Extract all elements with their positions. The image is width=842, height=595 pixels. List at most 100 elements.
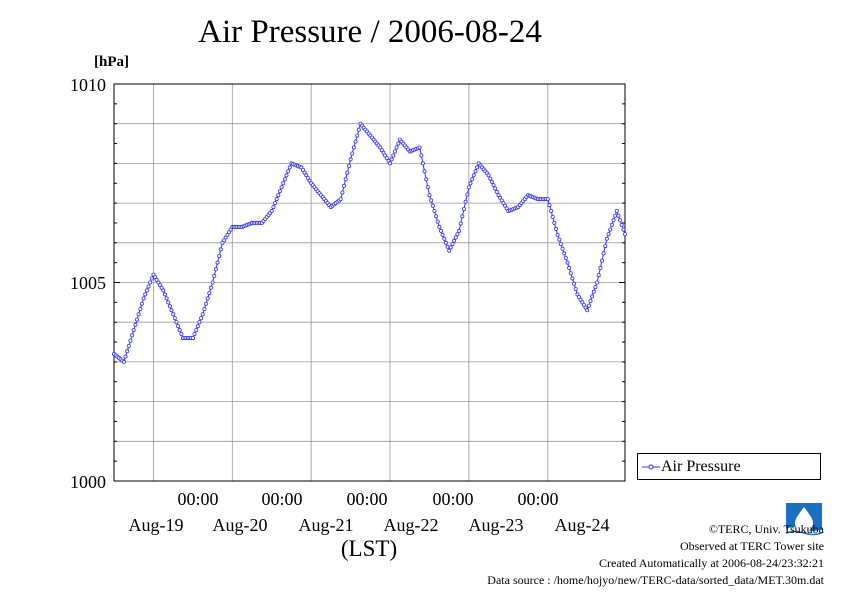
data-point (205, 296, 210, 301)
data-point (190, 336, 195, 341)
data-point (192, 332, 197, 337)
data-point (498, 195, 503, 200)
data-point (618, 218, 623, 223)
data-point (591, 289, 596, 294)
data-point (445, 244, 450, 249)
x-date-aug-24: Aug-24 (554, 515, 610, 535)
data-point (435, 219, 440, 224)
data-point (217, 253, 222, 258)
data-point (171, 312, 176, 317)
data-point (547, 203, 552, 208)
data-point (554, 226, 559, 231)
data-point (448, 245, 453, 250)
data-point (136, 312, 141, 317)
data-point (133, 322, 138, 327)
data-point (287, 165, 292, 170)
data-point (598, 265, 603, 270)
data-point (557, 237, 562, 242)
data-point (461, 207, 466, 212)
data-point (164, 296, 169, 301)
data-point (281, 181, 286, 186)
data-point (195, 324, 200, 329)
x-tick-time-1: 00:00 (177, 489, 219, 509)
data-point (573, 287, 578, 292)
data-point (424, 177, 429, 182)
data-point (621, 227, 626, 232)
data-point (161, 288, 166, 293)
footer-observed: Observed at TERC Tower site (679, 539, 824, 553)
data-point (396, 141, 401, 146)
data-point (139, 301, 144, 306)
x-tick-time-4: 00:00 (432, 489, 474, 509)
legend: Air Pressure (637, 453, 821, 480)
data-point (197, 320, 202, 325)
x-date-aug-20: Aug-20 (212, 515, 268, 535)
data-point (613, 213, 618, 218)
data-point (450, 242, 455, 247)
data-point (169, 308, 174, 313)
data-point (489, 179, 494, 184)
data-point (208, 285, 213, 290)
data-point (616, 213, 621, 218)
data-point (307, 178, 312, 183)
data-point (493, 186, 498, 191)
data-point (177, 328, 182, 333)
data-point (353, 139, 358, 144)
x-date-aug-22: Aug-22 (383, 515, 439, 535)
data-point (545, 197, 550, 202)
data-point (179, 332, 184, 337)
data-point (473, 169, 478, 174)
data-point (604, 236, 609, 241)
data-point (162, 292, 167, 297)
data-point (202, 306, 207, 311)
data-point (603, 244, 608, 249)
series-air-pressure (112, 121, 628, 364)
footer-copyright: ©TERC, Univ. Tsukuba (708, 522, 824, 536)
data-point (488, 176, 493, 181)
data-point (213, 267, 218, 272)
data-point (346, 163, 351, 168)
data-point (486, 173, 491, 178)
data-point (453, 235, 458, 240)
data-point (121, 359, 126, 364)
data-point (568, 271, 573, 276)
data-point (578, 297, 583, 302)
data-point (565, 260, 570, 265)
data-point (563, 255, 568, 260)
data-point (123, 354, 128, 359)
data-point (494, 189, 499, 194)
data-point (276, 193, 281, 198)
data-point (596, 273, 601, 278)
data-point (356, 127, 361, 132)
data-point (614, 208, 619, 213)
legend-label: Air Pressure (661, 458, 741, 475)
data-point (606, 232, 611, 237)
data-point (279, 185, 284, 190)
data-point (343, 177, 348, 182)
data-point (338, 197, 343, 202)
data-point (134, 317, 139, 322)
data-point (348, 157, 353, 162)
data-point (194, 328, 199, 333)
data-point (394, 145, 399, 150)
chart-title: Air Pressure / 2006-08-24 (198, 14, 542, 50)
grid-lines (114, 83, 625, 482)
data-point (172, 316, 177, 321)
data-point (623, 232, 628, 237)
data-point (345, 170, 350, 175)
data-point (609, 222, 614, 227)
data-point (611, 218, 616, 223)
data-point (425, 185, 430, 190)
data-point (470, 177, 475, 182)
data-point (282, 177, 287, 182)
data-point (146, 284, 151, 289)
data-point (438, 228, 443, 233)
x-tick-time-3: 00:00 (346, 489, 388, 509)
data-point (341, 183, 346, 188)
data-point (427, 193, 432, 198)
data-point (149, 276, 154, 281)
data-point (572, 281, 577, 286)
data-point (141, 296, 146, 301)
data-point (429, 198, 434, 203)
data-point (447, 248, 452, 253)
